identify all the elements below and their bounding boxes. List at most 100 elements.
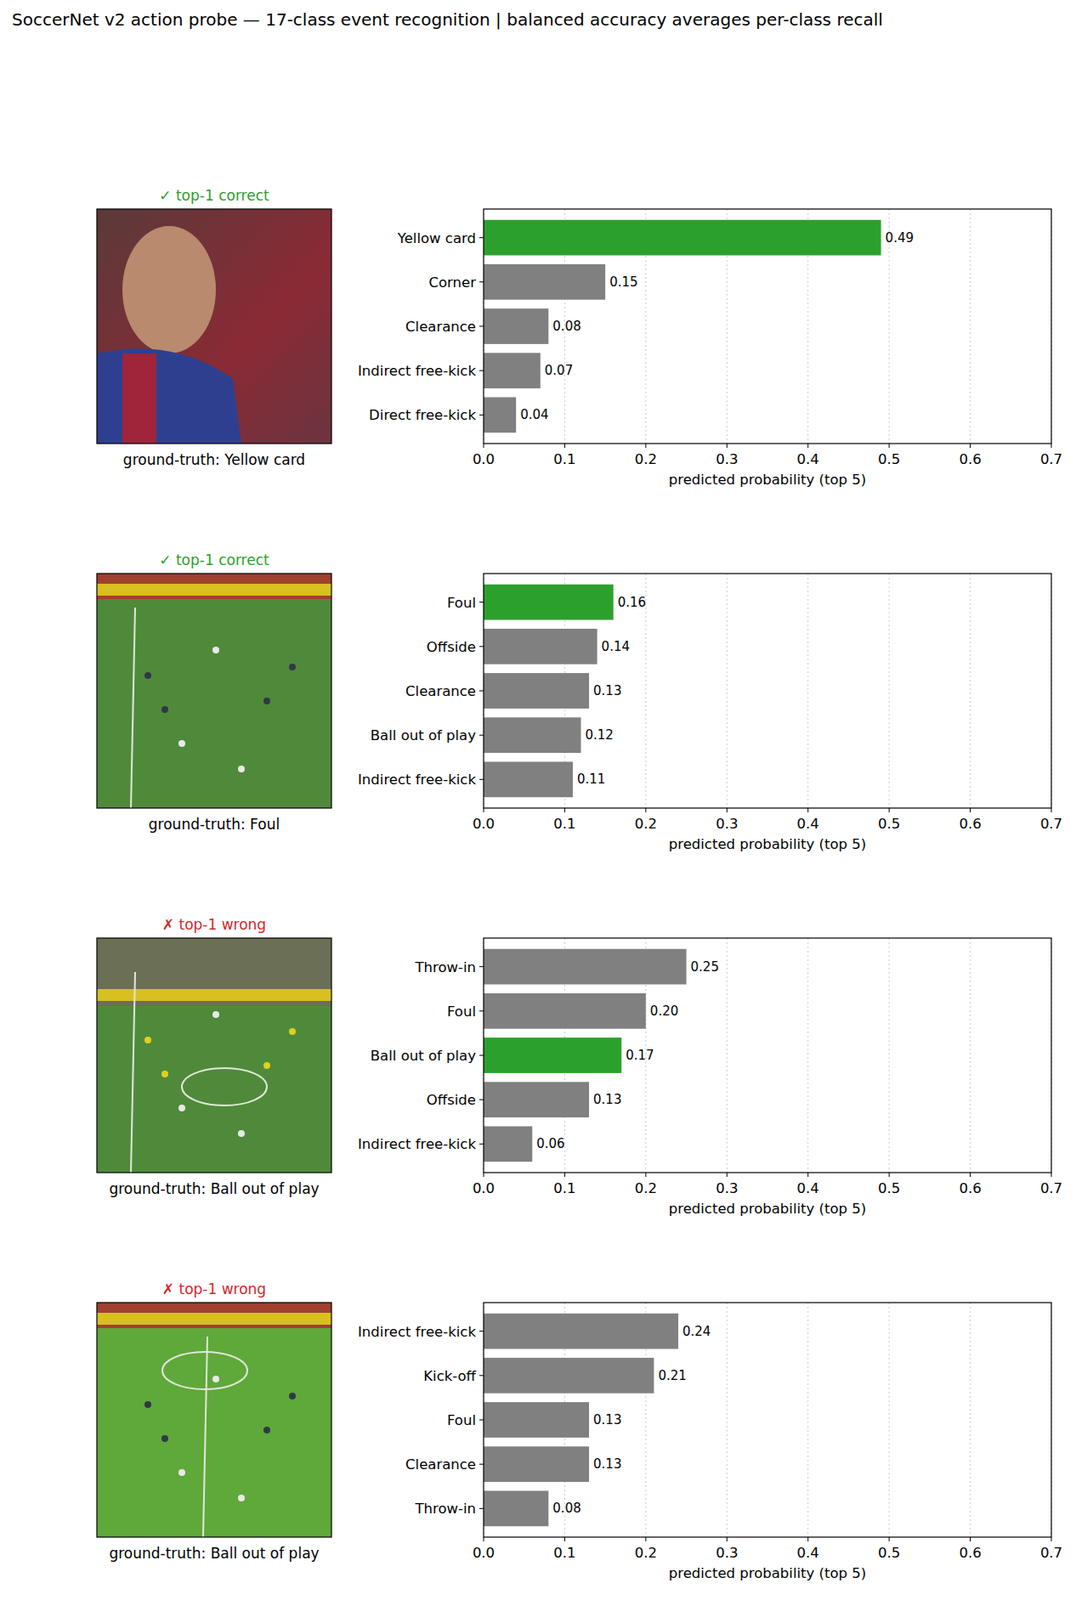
grid-line: [807, 1302, 809, 1538]
x-tick-label: 0.2: [634, 815, 657, 833]
y-tick: [479, 237, 484, 238]
bar: [483, 628, 598, 665]
y-tick: [479, 1010, 484, 1012]
category-label: Clearance: [405, 1456, 476, 1473]
data-label: 0.08: [552, 318, 581, 335]
category-label: Clearance: [405, 318, 476, 335]
y-tick: [479, 1375, 484, 1377]
x-tick: [645, 1537, 646, 1542]
category-label: Indirect free-kick: [357, 1136, 476, 1153]
x-tick-label: 0.5: [877, 815, 901, 833]
x-tick: [969, 1537, 971, 1542]
category-label: Direct free-kick: [368, 407, 476, 424]
x-tick: [807, 443, 809, 448]
x-tick: [483, 443, 485, 448]
x-tick: [1051, 1172, 1053, 1178]
x-tick-label: 0.3: [715, 815, 738, 833]
panel-status: ✓ top-1 correct: [158, 186, 270, 204]
thumbnail-player: [263, 697, 271, 705]
x-tick: [564, 808, 566, 813]
category-label: Throw-in: [413, 959, 476, 976]
x-tick-label: 0.4: [797, 1180, 820, 1197]
thumbnail: [96, 209, 332, 444]
thumbnail-player: [161, 1435, 169, 1443]
bar: [483, 949, 687, 986]
thumbnail-player: [237, 765, 245, 773]
y-tick: [479, 1330, 484, 1332]
thumbnail-player: [144, 1401, 152, 1409]
x-tick: [483, 1172, 485, 1178]
data-label: 0.49: [885, 230, 914, 246]
x-tick-label: 0.3: [715, 1545, 738, 1562]
panel-status: ✓ top-1 correct: [158, 551, 270, 569]
category-label: Ball out of play: [370, 727, 476, 744]
thumbnail-player: [212, 1011, 220, 1019]
x-tick-label: 0.5: [877, 1545, 901, 1562]
data-label: 0.04: [520, 407, 549, 423]
thumbnail-player: [212, 646, 220, 654]
y-tick: [479, 1055, 484, 1057]
x-tick: [807, 1172, 809, 1178]
grid-line: [889, 573, 890, 809]
data-label: 0.24: [682, 1324, 711, 1340]
x-tick-label: 0.3: [715, 1180, 738, 1197]
grid-line: [889, 938, 890, 1173]
grid-line: [726, 938, 728, 1173]
data-label: 0.14: [601, 639, 630, 655]
thumbnail-bg: [96, 573, 332, 809]
data-label: 0.13: [593, 1456, 622, 1473]
thumbnail-bg: [96, 209, 332, 444]
bars: [483, 220, 882, 433]
thumbnail-line: [203, 1336, 208, 1538]
x-tick-label: 0.7: [1040, 1180, 1063, 1197]
y-tick: [479, 966, 484, 968]
ground-truth-caption: ground-truth: Ball out of play: [108, 1545, 319, 1563]
thumbnail: [96, 938, 332, 1173]
figure-title: SoccerNet v2 action probe — 17-class eve…: [11, 9, 884, 30]
x-tick-label: 0.6: [958, 815, 981, 833]
x-tick-label: 0.2: [634, 1545, 657, 1562]
category-label: Clearance: [405, 683, 476, 700]
thumbnail-player: [212, 1376, 220, 1383]
x-tick: [969, 443, 971, 448]
category-label: Indirect free-kick: [357, 771, 476, 788]
category-label: Offside: [426, 1092, 476, 1109]
thumbnail-player: [161, 1070, 169, 1078]
thumbnail-bg: [96, 938, 332, 1173]
axes-frame: [483, 1302, 1052, 1538]
thumbnail-player: [144, 672, 152, 680]
bar: [483, 1358, 654, 1394]
thumbnail-line: [162, 1352, 248, 1390]
thumbnail-player: [237, 1495, 245, 1502]
thumbnail-boards: [96, 1313, 332, 1326]
thumbnail-shape: [122, 226, 216, 354]
thumbnail-shape: [96, 348, 242, 444]
x-tick-label: 0.1: [553, 1545, 576, 1562]
thumbnail-player: [178, 740, 186, 748]
x-tick: [564, 1537, 566, 1542]
x-tick: [726, 443, 728, 448]
data-label: 0.13: [593, 683, 622, 699]
x-axis-title: predicted probability (top 5): [668, 1565, 867, 1582]
y-tick: [479, 370, 484, 372]
category-label: Throw-in: [413, 1500, 476, 1518]
x-tick-label: 0.2: [634, 1180, 657, 1197]
x-tick: [483, 808, 485, 813]
bar: [483, 993, 646, 1030]
x-tick-label: 0.4: [797, 451, 820, 468]
x-tick-label: 0.7: [1040, 815, 1063, 833]
grid-line: [969, 938, 971, 1173]
bar: [483, 220, 882, 256]
grid-line: [807, 573, 809, 809]
grid-line: [726, 573, 728, 809]
x-tick: [564, 1172, 566, 1178]
data-label: 0.16: [617, 594, 646, 611]
thumbnail-bg: [96, 1302, 332, 1538]
thumbnail-boards: [96, 583, 332, 596]
thumbnail-player: [178, 1469, 186, 1477]
x-tick: [645, 443, 646, 448]
axes-frame: [483, 938, 1052, 1173]
x-tick-label: 0.5: [877, 451, 901, 468]
thumbnail-player: [263, 1062, 271, 1070]
x-tick: [889, 443, 890, 448]
